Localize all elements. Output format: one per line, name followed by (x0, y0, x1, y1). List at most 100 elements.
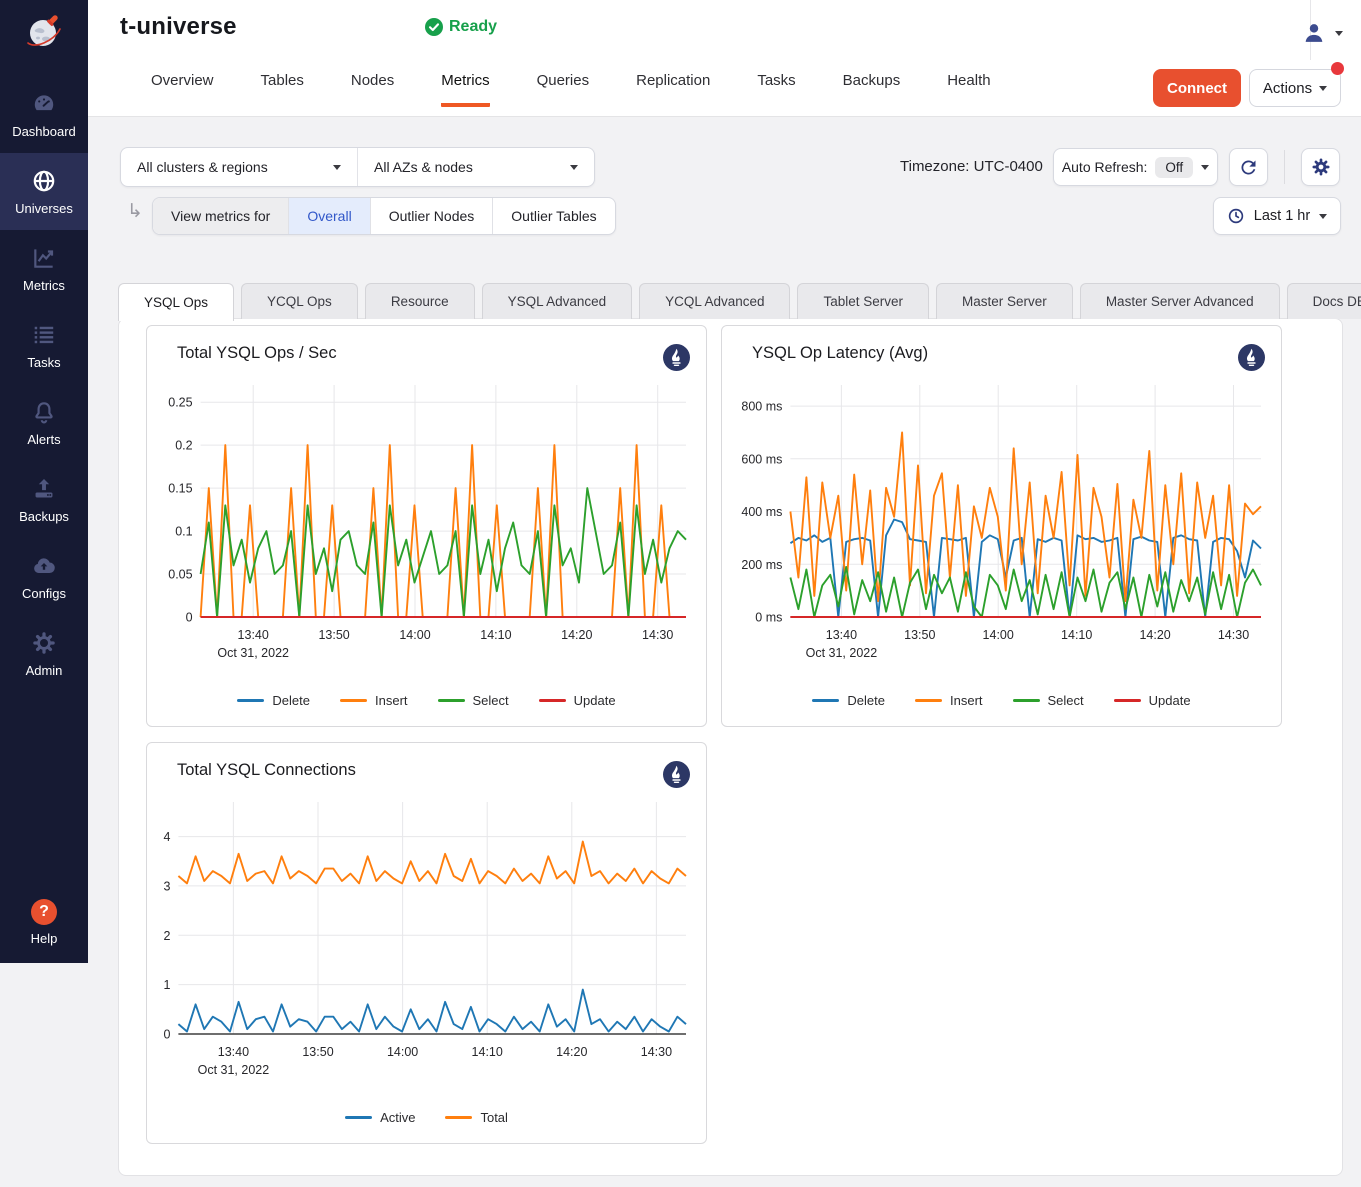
actions-button[interactable]: Actions (1249, 69, 1341, 107)
sidebar-item-universes[interactable]: Universes (0, 153, 88, 230)
view-tab-outlier-tables[interactable]: Outlier Tables (493, 198, 614, 234)
help-icon: ? (31, 899, 57, 925)
globe-icon (31, 168, 57, 194)
svg-text:14:10: 14:10 (472, 1045, 503, 1059)
nav-tab-health[interactable]: Health (947, 72, 990, 107)
legend-item-update[interactable]: Update (1114, 693, 1191, 708)
nav-tab-backups[interactable]: Backups (843, 72, 901, 107)
legend-item-select[interactable]: Select (1013, 693, 1084, 708)
legend-swatch (812, 699, 839, 702)
svg-text:14:20: 14:20 (561, 628, 592, 642)
sidebar-item-alerts[interactable]: Alerts (0, 384, 88, 461)
gear-icon (31, 630, 57, 656)
legend-item-delete[interactable]: Delete (237, 693, 310, 708)
timezone-label: Timezone: UTC-0400 (900, 158, 1043, 175)
legend-item-insert[interactable]: Insert (915, 693, 983, 708)
gear-icon (1311, 157, 1331, 177)
svg-text:Oct 31, 2022: Oct 31, 2022 (198, 1063, 270, 1077)
list-icon (31, 322, 57, 348)
sidebar-item-admin[interactable]: Admin (0, 615, 88, 692)
legend-item-update[interactable]: Update (539, 693, 616, 708)
prometheus-icon[interactable] (663, 344, 690, 371)
check-circle-icon (425, 18, 443, 36)
legend-swatch (237, 699, 264, 702)
legend-item-insert[interactable]: Insert (340, 693, 408, 708)
connect-button[interactable]: Connect (1153, 69, 1241, 107)
metric-tab-ysql-ops[interactable]: YSQL Ops (118, 283, 234, 321)
chart-legend: Active Total (147, 1099, 706, 1135)
sidebar-item-backups[interactable]: Backups (0, 461, 88, 538)
chart-card: Total YSQL Ops / Sec 0.250.20.150.10.050… (146, 325, 707, 727)
metric-tab-docs-db[interactable]: Docs DB (1287, 283, 1361, 319)
filter-select-group: All clusters & regions All AZs & nodes (120, 147, 595, 187)
sidebar-item-label: Backups (19, 509, 69, 524)
metric-tab-resource[interactable]: Resource (365, 283, 475, 319)
sidebar-item-tasks[interactable]: Tasks (0, 307, 88, 384)
nav-tab-nodes[interactable]: Nodes (351, 72, 394, 107)
sidebar-item-configs[interactable]: Configs (0, 538, 88, 615)
legend-item-active[interactable]: Active (345, 1110, 415, 1125)
metric-tab-master-server-advanced[interactable]: Master Server Advanced (1080, 283, 1280, 319)
prometheus-icon[interactable] (663, 761, 690, 788)
metric-tab-ycql-ops[interactable]: YCQL Ops (241, 283, 358, 319)
line-chart: 800 ms600 ms400 ms200 ms0 ms13:4013:5014… (734, 373, 1267, 669)
legend-item-delete[interactable]: Delete (812, 693, 885, 708)
auto-refresh-control[interactable]: Auto Refresh: Off (1053, 148, 1218, 186)
svg-text:2: 2 (163, 929, 170, 943)
svg-text:13:40: 13:40 (218, 1045, 249, 1059)
refresh-icon (1238, 157, 1259, 178)
chevron-down-icon (1319, 214, 1327, 219)
nav-tab-metrics[interactable]: Metrics (441, 72, 489, 107)
svg-text:13:40: 13:40 (826, 628, 857, 642)
gauge-icon (31, 91, 57, 117)
chevron-down-icon (333, 165, 341, 170)
svg-text:14:10: 14:10 (1061, 628, 1092, 642)
metric-tab-ysql-advanced[interactable]: YSQL Advanced (482, 283, 633, 319)
sidebar-item-metrics[interactable]: Metrics (0, 230, 88, 307)
chart-title: Total YSQL Ops / Sec (177, 344, 337, 363)
cluster-region-value: All clusters & regions (137, 159, 268, 175)
app-logo[interactable] (0, 0, 88, 62)
view-tab-outlier-nodes[interactable]: Outlier Nodes (371, 198, 494, 234)
view-metrics-label: View metrics for (153, 198, 289, 234)
sidebar-item-help[interactable]: ? Help (0, 891, 88, 953)
settings-button[interactable] (1301, 148, 1340, 186)
legend-item-total[interactable]: Total (445, 1110, 507, 1125)
user-menu[interactable] (1301, 20, 1343, 46)
legend-label: Delete (272, 693, 310, 708)
nav-tab-tasks[interactable]: Tasks (757, 72, 795, 107)
legend-swatch (539, 699, 566, 702)
metric-tab-ycql-advanced[interactable]: YCQL Advanced (639, 283, 790, 319)
svg-text:0.05: 0.05 (168, 568, 192, 582)
legend-label: Active (380, 1110, 415, 1125)
controls-divider (1284, 150, 1285, 184)
view-tab-overall[interactable]: Overall (289, 198, 370, 234)
legend-label: Update (574, 693, 616, 708)
nav-tab-overview[interactable]: Overview (151, 72, 214, 107)
legend-swatch (915, 699, 942, 702)
metric-tab-tablet-server[interactable]: Tablet Server (797, 283, 929, 319)
header: t-universe Ready Overview Tables Nodes M… (88, 0, 1361, 117)
refresh-button[interactable] (1229, 148, 1268, 186)
chevron-down-icon (1335, 31, 1343, 36)
sidebar-item-dashboard[interactable]: Dashboard (0, 76, 88, 153)
metric-tab-master-server[interactable]: Master Server (936, 283, 1073, 319)
svg-text:14:00: 14:00 (399, 628, 430, 642)
time-range-button[interactable]: Last 1 hr (1213, 197, 1341, 235)
svg-text:13:50: 13:50 (904, 628, 935, 642)
nav-tab-replication[interactable]: Replication (636, 72, 710, 107)
az-nodes-select[interactable]: All AZs & nodes (357, 148, 594, 186)
sidebar-item-label: Alerts (27, 432, 60, 447)
svg-text:800 ms: 800 ms (741, 400, 782, 414)
svg-text:0.15: 0.15 (168, 482, 192, 496)
bell-icon (31, 399, 57, 425)
nav-tab-tables[interactable]: Tables (261, 72, 304, 107)
svg-text:0: 0 (186, 611, 193, 625)
svg-text:13:50: 13:50 (318, 628, 349, 642)
svg-text:0.1: 0.1 (175, 525, 192, 539)
legend-item-select[interactable]: Select (438, 693, 509, 708)
legend-label: Select (473, 693, 509, 708)
prometheus-icon[interactable] (1238, 344, 1265, 371)
nav-tab-queries[interactable]: Queries (537, 72, 590, 107)
cluster-region-select[interactable]: All clusters & regions (121, 148, 357, 186)
